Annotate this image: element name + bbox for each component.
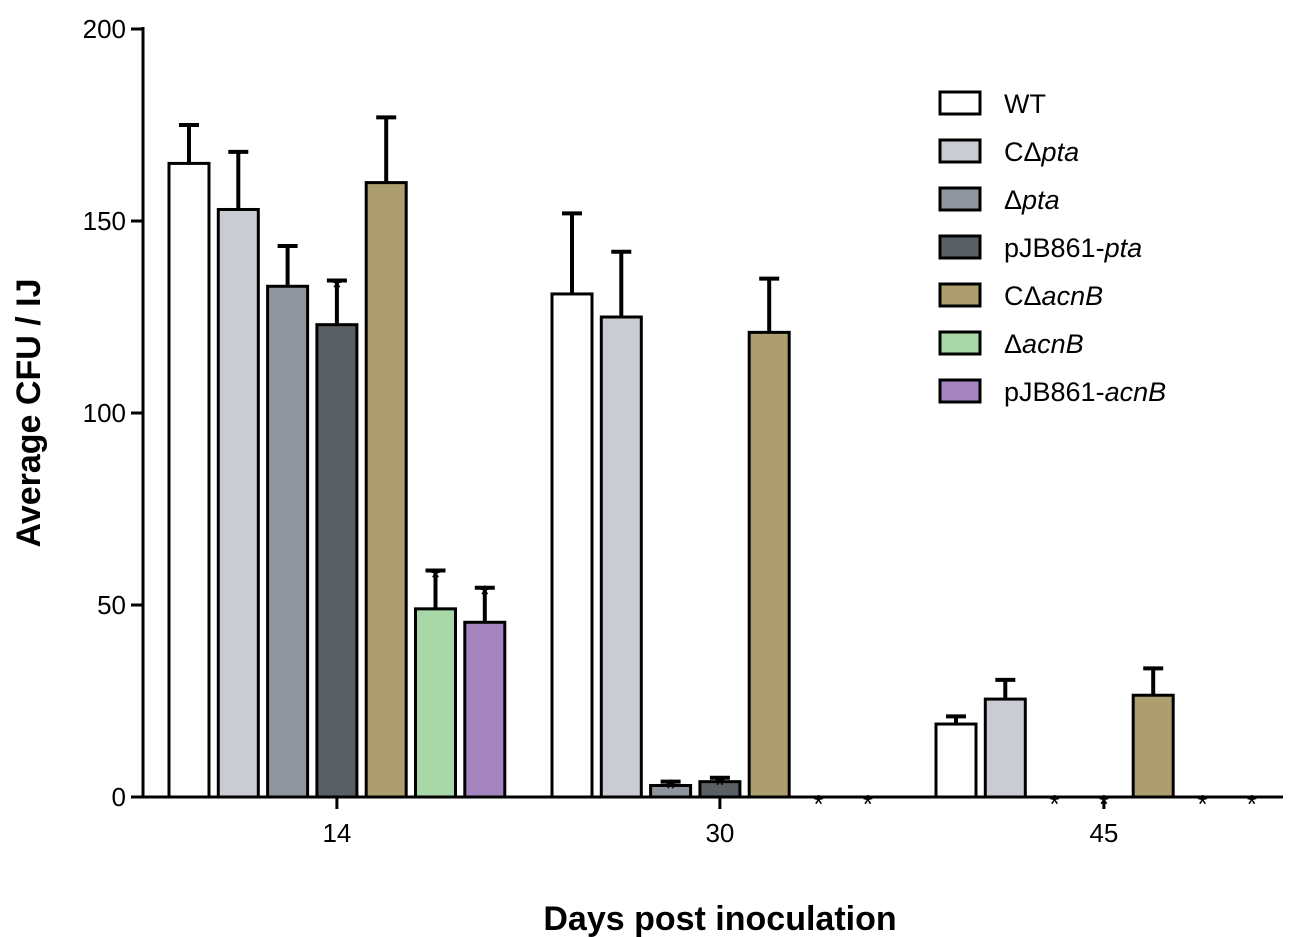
legend-swatch: [938, 138, 982, 164]
significance-marker: *: [1050, 789, 1060, 819]
y-tick-label: 200: [83, 14, 126, 44]
significance-marker: *: [1197, 789, 1207, 819]
bar: [414, 607, 457, 799]
legend-entry: pJB861-acnB: [1004, 377, 1166, 407]
legend-swatch: [938, 330, 982, 356]
legend-entry: CΔpta: [1004, 137, 1079, 167]
legend-entry: ΔacnB: [1004, 329, 1084, 359]
x-tick-label: 45: [1089, 818, 1118, 848]
bar: [364, 181, 408, 799]
significance-marker: *: [715, 770, 725, 800]
bar: [934, 722, 978, 799]
x-axis-title: Days post inoculation: [543, 900, 896, 937]
legend-swatch: [938, 234, 982, 260]
y-axis-title: Average CFU / IJ: [10, 279, 48, 548]
significance-marker: *: [813, 789, 823, 819]
legend-swatch: [938, 186, 982, 212]
bar: [315, 323, 359, 799]
bar: [216, 207, 260, 799]
y-tick-label: 150: [83, 206, 126, 236]
legend-swatch: [938, 90, 982, 116]
legend-entry: pJB861-pta: [1004, 233, 1142, 263]
bar: [1131, 693, 1175, 799]
bar: [599, 315, 643, 799]
significance-marker: *: [1247, 789, 1257, 819]
legend-entry: CΔacnB: [1004, 281, 1103, 311]
legend: WT CΔpta Δpta pJB861-pta CΔacnB ΔacnB pJB861-a…: [938, 89, 1166, 407]
significance-marker: *: [480, 580, 490, 610]
x-tick-label: 14: [322, 818, 351, 848]
significance-marker: *: [332, 273, 342, 303]
y-tick-label: 50: [97, 590, 126, 620]
x-tick-label: 30: [705, 818, 734, 848]
bar: [747, 330, 791, 799]
legend-swatch: [938, 282, 982, 308]
legend-swatch: [938, 378, 982, 404]
bar: [266, 284, 310, 799]
bar: [167, 161, 211, 799]
significance-marker: *: [666, 774, 676, 804]
significance-marker: *: [863, 789, 873, 819]
legend-entry: Δpta: [1004, 185, 1060, 215]
y-tick-label: 0: [112, 782, 126, 812]
y-tick-label: 100: [83, 398, 126, 428]
bar: [550, 292, 594, 799]
legend-entry: WT: [1004, 89, 1046, 119]
bar: [463, 620, 507, 799]
bar: [983, 697, 1027, 799]
significance-marker: *: [430, 562, 440, 592]
